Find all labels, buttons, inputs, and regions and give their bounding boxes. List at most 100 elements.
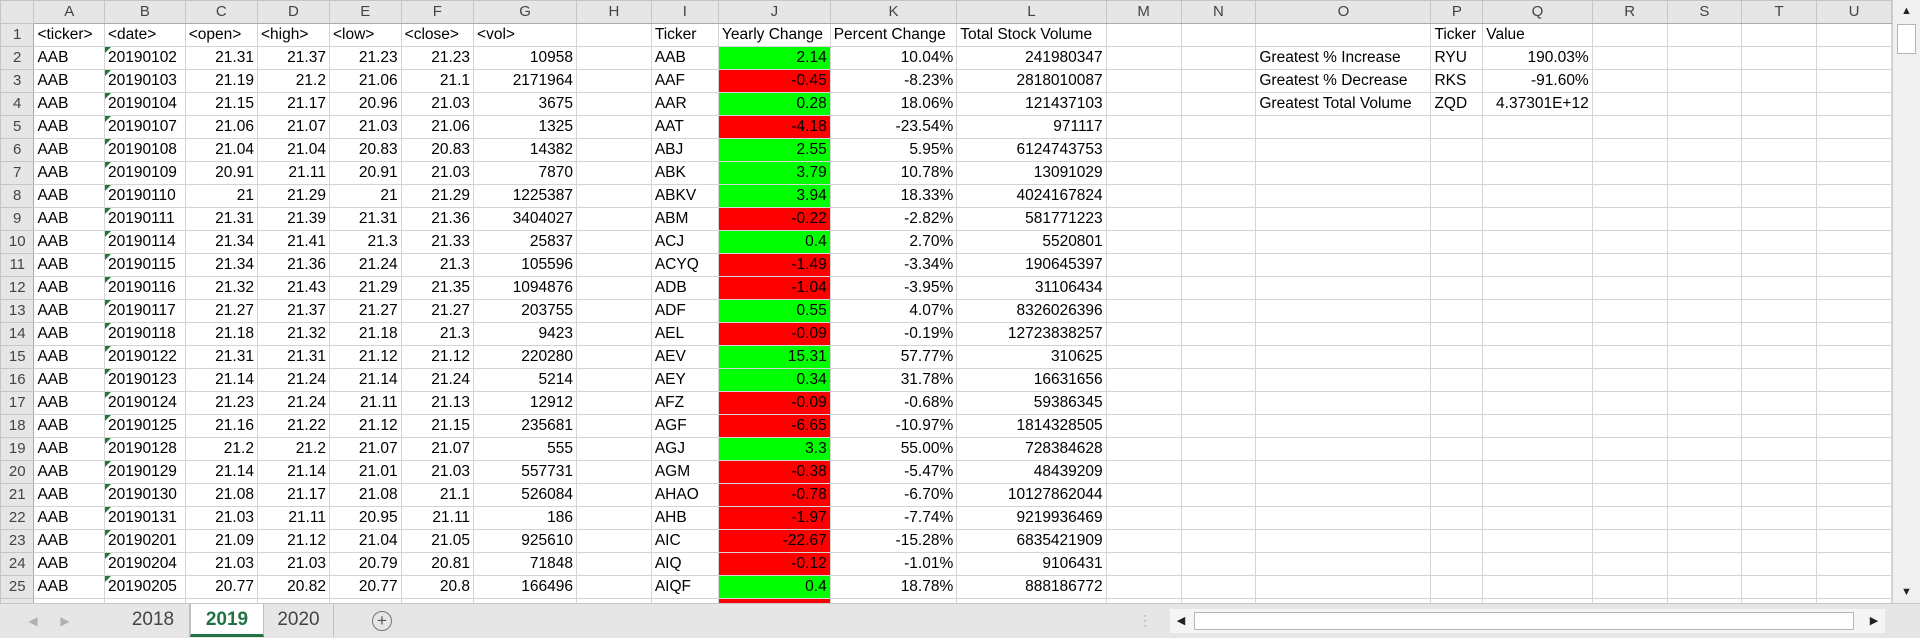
cell[interactable]: ADF xyxy=(650,299,719,323)
row-header[interactable]: 24 xyxy=(0,552,35,576)
cell[interactable]: <low> xyxy=(328,23,402,47)
cell[interactable]: ZQD xyxy=(1430,92,1484,116)
cell[interactable]: 21.13 xyxy=(400,391,475,415)
scroll-down-icon[interactable]: ▼ xyxy=(1901,586,1912,598)
cell[interactable] xyxy=(1180,322,1257,346)
cell[interactable] xyxy=(1255,23,1432,47)
cell[interactable]: 16631656 xyxy=(956,368,1107,392)
cell[interactable]: -6.70% xyxy=(829,483,958,507)
cell[interactable] xyxy=(1816,207,1892,231)
cell[interactable] xyxy=(1180,253,1257,277)
cell[interactable] xyxy=(1255,483,1432,507)
cell[interactable]: 21.32 xyxy=(184,276,258,300)
row-header[interactable]: 21 xyxy=(0,483,35,507)
cell[interactable] xyxy=(1741,184,1817,208)
cell[interactable]: 971117 xyxy=(956,115,1107,139)
column-header[interactable]: S xyxy=(1666,0,1743,24)
cell[interactable]: 166496 xyxy=(473,575,578,599)
cell[interactable]: AAB xyxy=(33,69,105,93)
column-header[interactable]: F xyxy=(400,0,475,24)
cell[interactable] xyxy=(1105,69,1182,93)
cell[interactable]: -23.54% xyxy=(829,115,958,139)
cell[interactable]: 235681 xyxy=(473,414,578,438)
yearly-change-cell[interactable]: 0.34 xyxy=(717,368,831,392)
cell[interactable] xyxy=(1482,529,1593,553)
cell[interactable]: AAB xyxy=(33,483,105,507)
cell[interactable]: 20190125 xyxy=(103,414,186,438)
cell[interactable]: 57.77% xyxy=(829,345,958,369)
cell[interactable]: -15.28% xyxy=(829,529,958,553)
cell[interactable]: AAB xyxy=(33,322,105,346)
cell[interactable]: 20190110 xyxy=(103,184,186,208)
cell[interactable]: 21.07 xyxy=(328,437,402,461)
cell[interactable] xyxy=(1105,322,1182,346)
cell[interactable]: AIQF xyxy=(650,575,719,599)
cell[interactable]: 2.70% xyxy=(829,230,958,254)
yearly-change-cell[interactable]: -22.67 xyxy=(717,529,831,553)
vertical-scroll-thumb[interactable] xyxy=(1897,24,1916,54)
cell[interactable] xyxy=(1741,483,1817,507)
cell[interactable] xyxy=(576,414,652,438)
yearly-change-cell[interactable]: 0.28 xyxy=(717,92,831,116)
cell[interactable] xyxy=(1430,230,1484,254)
cell[interactable]: AEY xyxy=(650,368,719,392)
cell[interactable] xyxy=(1105,138,1182,162)
row-header[interactable]: 23 xyxy=(0,529,35,553)
cell[interactable]: 220280 xyxy=(473,345,578,369)
cell[interactable]: AAB xyxy=(33,253,105,277)
cell[interactable]: 21.27 xyxy=(400,299,475,323)
cell[interactable] xyxy=(1816,46,1892,70)
scroll-left-icon[interactable]: ◀ xyxy=(1176,615,1186,627)
cell[interactable] xyxy=(1741,391,1817,415)
cell[interactable] xyxy=(650,598,719,603)
cell[interactable]: 21.18 xyxy=(184,322,258,346)
cell[interactable]: AHAO xyxy=(650,483,719,507)
cell[interactable] xyxy=(1666,345,1743,369)
cell[interactable]: 21.03 xyxy=(400,92,475,116)
row-header[interactable]: 22 xyxy=(0,506,35,530)
cell[interactable]: 7870 xyxy=(473,161,578,185)
cell[interactable] xyxy=(1255,437,1432,461)
cell[interactable] xyxy=(576,23,652,47)
cell[interactable] xyxy=(576,345,652,369)
cell[interactable]: 20190124 xyxy=(103,391,186,415)
yearly-change-cell[interactable]: -1.49 xyxy=(717,253,831,277)
cell[interactable]: 21.14 xyxy=(184,460,258,484)
cell[interactable]: 186 xyxy=(473,506,578,530)
cell[interactable] xyxy=(1591,414,1668,438)
cell[interactable] xyxy=(1482,483,1593,507)
cell[interactable]: 20190201 xyxy=(103,529,186,553)
cell[interactable]: AAB xyxy=(33,46,105,70)
cell[interactable]: 310625 xyxy=(956,345,1107,369)
cell[interactable] xyxy=(1105,161,1182,185)
cell[interactable] xyxy=(576,92,652,116)
cell[interactable]: 4.07% xyxy=(829,299,958,323)
cell[interactable] xyxy=(1180,207,1257,231)
cell[interactable] xyxy=(1666,391,1743,415)
cell[interactable] xyxy=(1180,552,1257,576)
cell[interactable] xyxy=(576,115,652,139)
cell[interactable] xyxy=(1430,138,1484,162)
cell[interactable] xyxy=(1816,529,1892,553)
cell[interactable] xyxy=(1741,322,1817,346)
cell[interactable]: 21.2 xyxy=(184,437,258,461)
cell[interactable]: 21.15 xyxy=(400,414,475,438)
cell[interactable]: 9423 xyxy=(473,322,578,346)
cell[interactable]: 21.31 xyxy=(184,46,258,70)
cell[interactable]: 20190111 xyxy=(103,207,186,231)
cell[interactable] xyxy=(1591,276,1668,300)
cell[interactable]: -1.01% xyxy=(829,552,958,576)
cell[interactable] xyxy=(1741,230,1817,254)
cell[interactable]: 20.95 xyxy=(328,506,402,530)
cell[interactable]: 5520801 xyxy=(956,230,1107,254)
column-header[interactable]: T xyxy=(1741,0,1817,24)
cell[interactable] xyxy=(1666,276,1743,300)
cell[interactable]: 20.83 xyxy=(400,138,475,162)
cell[interactable] xyxy=(1482,207,1593,231)
cell[interactable] xyxy=(1591,575,1668,599)
select-all-corner[interactable] xyxy=(0,0,35,24)
cell[interactable]: 21.43 xyxy=(256,276,330,300)
row-header[interactable]: 2 xyxy=(0,46,35,70)
cell[interactable] xyxy=(1591,138,1668,162)
cell[interactable] xyxy=(1666,184,1743,208)
